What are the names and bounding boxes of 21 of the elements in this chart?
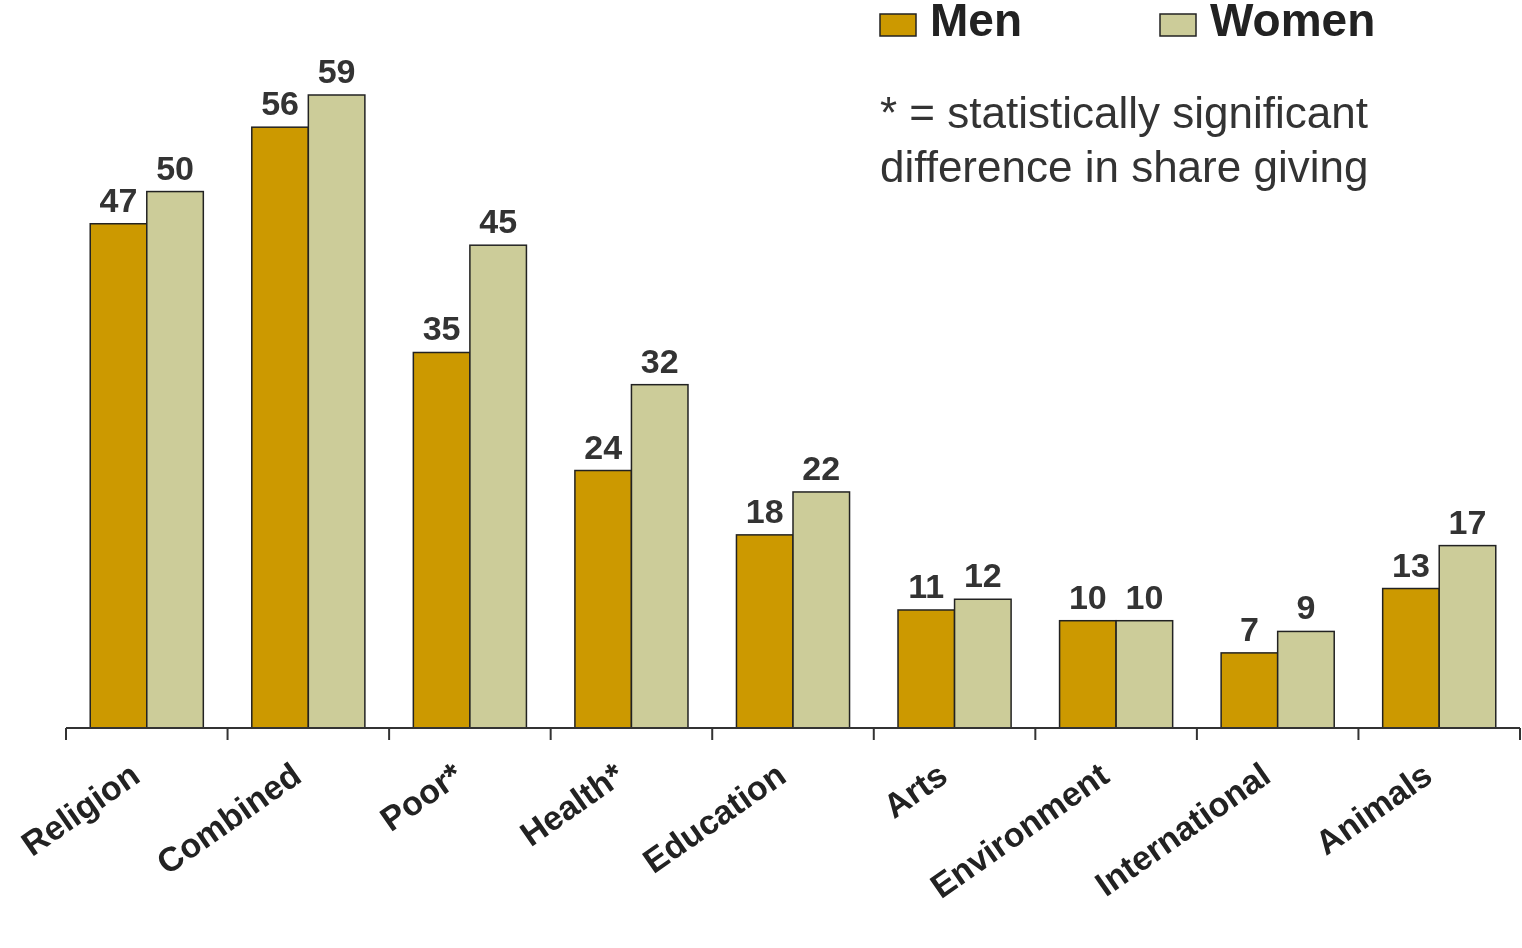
data-label: 9: [1296, 588, 1316, 627]
data-label: 45: [479, 202, 518, 241]
data-label: 10: [1068, 577, 1107, 616]
data-label: 17: [1448, 502, 1487, 541]
data-label: 10: [1125, 577, 1164, 616]
annotation: * = statistically significant difference in share giving: [880, 88, 1369, 191]
data-label: 32: [640, 341, 679, 380]
data-label: 7: [1239, 609, 1259, 648]
data-label: 50: [156, 148, 194, 187]
data-label: 59: [317, 52, 356, 90]
data-label: 11: [908, 566, 945, 605]
data-label: 12: [963, 556, 1002, 595]
data-label: 13: [1392, 545, 1430, 584]
data-label: 24: [584, 427, 623, 466]
data-label: 47: [99, 180, 138, 219]
legend-label: Women: [1210, 0, 1376, 46]
data-label: 18: [745, 491, 784, 530]
legend-label: Men: [930, 0, 1022, 46]
data-label: 22: [802, 448, 841, 487]
data-label: 56: [261, 84, 299, 123]
data-label: 35: [422, 309, 461, 348]
